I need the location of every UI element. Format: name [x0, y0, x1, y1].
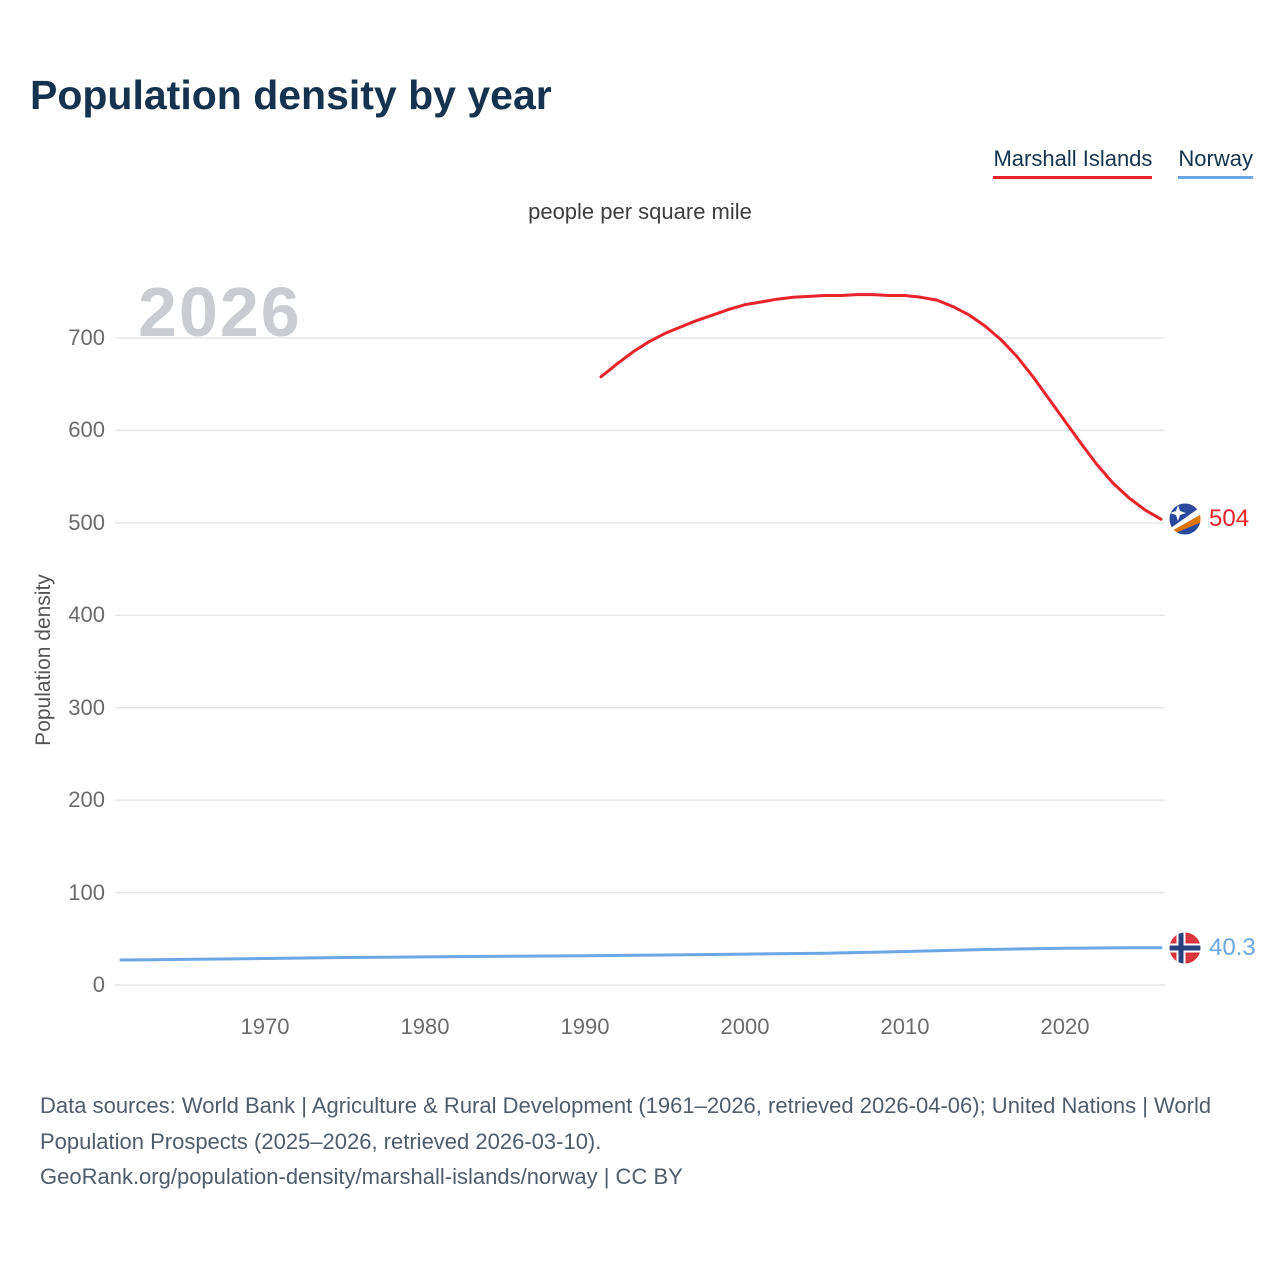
y-tick-label: 700 — [68, 325, 105, 350]
y-tick-label: 100 — [68, 879, 105, 905]
end-marker-marshall-islands: 504 — [1168, 502, 1249, 536]
series-line-marshall-islands — [599, 293, 1163, 521]
legend-item-norway[interactable]: Norway — [1178, 146, 1253, 179]
x-tick-label: 2000 — [720, 1014, 770, 1039]
y-tick-label: 200 — [68, 787, 105, 813]
x-tick-label: 1970 — [240, 1014, 290, 1039]
norway-flag-icon — [1168, 931, 1202, 965]
legend: Marshall Islands Norway — [993, 146, 1253, 179]
attribution-text: GeoRank.org/population-density/marshall-… — [40, 1164, 683, 1190]
y-tick-label: 600 — [68, 417, 105, 443]
y-tick-label: 300 — [68, 694, 105, 720]
series-end-value-marshall-islands: 504 — [1209, 505, 1250, 533]
x-tick-label: 2010 — [880, 1014, 930, 1039]
marshall-islands-flag-icon — [1168, 502, 1202, 536]
page-title: Population density by year — [30, 72, 552, 118]
y-tick-label: 0 — [92, 972, 105, 997]
unit-label: people per square mile — [528, 199, 752, 224]
series-line-norway — [119, 946, 1163, 962]
end-marker-norway: 40.3 — [1168, 931, 1256, 965]
footer: Data sources: World Bank | Agriculture &… — [40, 1088, 1240, 1195]
x-tick-label: 2020 — [1040, 1014, 1090, 1039]
y-tick-label: 500 — [68, 509, 105, 535]
data-sources-text: Data sources: World Bank | Agriculture &… — [40, 1093, 1212, 1154]
legend-item-marshall-islands[interactable]: Marshall Islands — [993, 146, 1153, 179]
x-tick-label: 1990 — [560, 1014, 610, 1039]
series-end-value-norway: 40.3 — [1209, 933, 1256, 961]
y-tick-label: 400 — [68, 602, 105, 628]
x-tick-label: 1980 — [400, 1014, 450, 1039]
